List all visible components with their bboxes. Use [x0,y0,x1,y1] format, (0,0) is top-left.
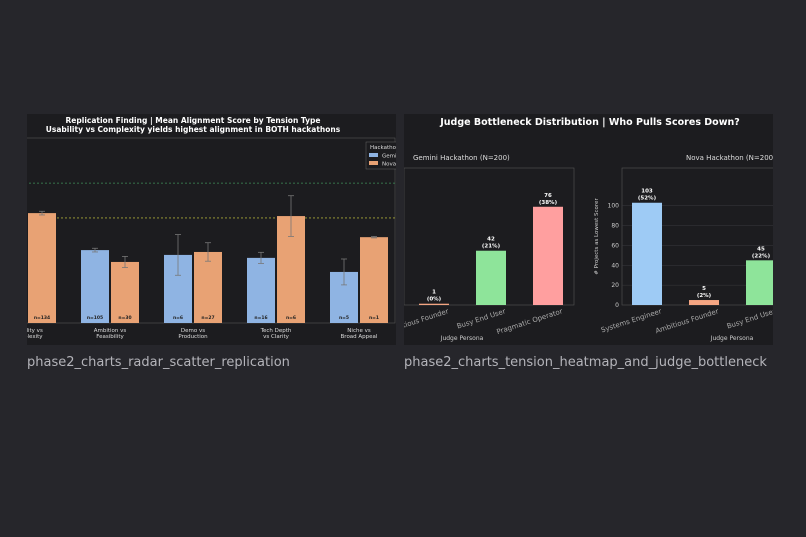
thumbnail[interactable]: Judge Bottleneck Distribution | Who Pull… [404,114,773,345]
legend-label: Nova [382,162,396,168]
n-label: n=6 [286,315,296,321]
legend-title: Hackathon [370,145,396,151]
y-tick-label: 80 [611,223,619,230]
x-axis-label: Judge Persona [440,335,484,342]
x-tick-label: Systems Engineer [600,307,663,334]
n-label: n=30 [118,315,131,321]
legend-swatch [369,153,378,157]
n-label: n=16 [254,315,267,321]
y-tick-label: 100 [608,203,620,210]
y-tick-label: 40 [611,262,619,269]
pct-label: (52%) [638,196,657,202]
n-label: n=134 [34,315,50,321]
y-tick-label: 0 [615,302,619,309]
bar [632,202,662,305]
x-tick-label: Busy End User [726,307,773,330]
caption[interactable]: phase2_charts_radar_scatter_replication [27,355,290,370]
subplot-title: Nova Hackathon (N=200) [686,154,773,162]
pct-label: (38%) [539,200,558,206]
x-tick-label: Ambitious Founder [404,307,450,335]
legend-swatch [369,161,378,165]
bar [746,260,773,305]
legend-label: Gemini [382,154,396,160]
n-label: n=27 [201,315,214,321]
bar [419,303,449,305]
chart: Replication Finding | Mean Alignment Sco… [27,116,396,340]
bar [194,251,222,323]
bar [689,300,719,305]
value-label: 76 [544,193,552,199]
caption[interactable]: phase2_charts_tension_heatmap_and_judge_… [404,355,767,370]
value-label: 1 [432,290,436,296]
y-tick-label: 20 [611,282,619,289]
n-label: n=5 [339,315,349,321]
x-tick-label: Ambitious Founder [655,307,720,335]
n-label: n=6 [173,315,183,321]
bar [111,261,139,323]
bar [476,250,506,305]
thumbnail[interactable]: Replication Finding | Mean Alignment Sco… [27,114,396,345]
chart: Judge Bottleneck Distribution | Who Pull… [404,117,773,342]
value-label: 5 [702,286,706,292]
pct-label: (2%) [697,293,712,299]
x-tick-label: Pragmatic Operator [496,307,564,336]
x-tick-label: Demo vs Production [178,328,208,340]
value-label: 45 [757,246,765,252]
x-tick-label: Tech Depth vs Clarity [260,328,292,340]
pct-label: (22%) [752,253,771,259]
value-label: 42 [487,237,495,243]
subplot-title: Gemini Hackathon (N=200) [413,154,510,162]
bar [533,206,563,305]
y-tick-label: 60 [611,242,619,249]
bar [81,250,109,323]
x-axis-label: Judge Persona [710,335,754,342]
chart-title: Judge Bottleneck Distribution | Who Pull… [439,117,740,128]
chart-subtitle: Usability vs Complexity yields highest a… [46,125,341,134]
chart-title: Replication Finding | Mean Alignment Sco… [66,116,321,126]
pct-label: (0%) [427,297,442,303]
n-label: n=1 [369,315,379,321]
x-tick-label: Ambition vs Feasibility [94,328,127,340]
y-axis-label: # Projects as Lowest Scorer [594,198,600,275]
x-tick-label: Niche vs Broad Appeal [341,328,378,340]
bar [28,213,56,323]
value-label: 103 [641,189,653,195]
bar [360,237,388,323]
pct-label: (21%) [482,244,501,250]
n-label: n=105 [87,315,103,321]
bar [247,257,275,323]
